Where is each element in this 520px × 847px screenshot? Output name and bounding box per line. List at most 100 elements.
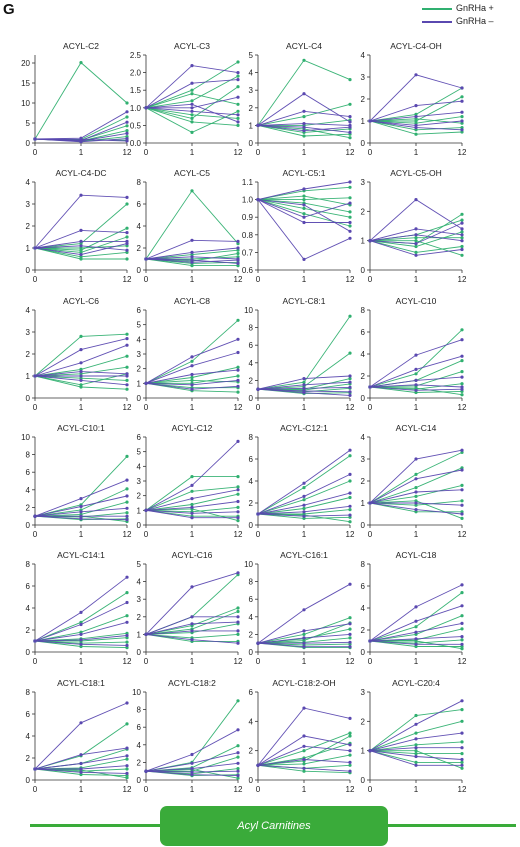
data-point — [348, 215, 352, 219]
data-point — [79, 367, 83, 371]
data-point — [460, 499, 464, 503]
y-tick-label: 3 — [361, 178, 366, 187]
data-point — [190, 770, 194, 774]
data-point — [125, 575, 129, 579]
data-point — [79, 193, 83, 197]
data-point — [460, 119, 464, 123]
data-point — [460, 218, 464, 222]
data-point — [460, 647, 464, 651]
y-tick-label: 0.7 — [242, 248, 254, 257]
y-tick-label: 0 — [26, 521, 31, 530]
x-tick-label: 0 — [144, 785, 149, 794]
y-tick-label: 0 — [249, 139, 254, 148]
data-point — [79, 239, 83, 243]
data-point — [236, 246, 240, 250]
x-tick-label: 12 — [458, 275, 467, 284]
data-point — [302, 134, 306, 138]
data-point — [125, 487, 129, 491]
data-point — [144, 508, 148, 512]
x-tick-label: 1 — [414, 148, 419, 157]
y-tick-label: 20 — [21, 59, 30, 68]
x-tick-label: 12 — [234, 275, 243, 284]
data-point — [79, 255, 83, 259]
data-point — [414, 253, 418, 257]
data-point — [125, 120, 129, 124]
data-point — [348, 377, 352, 381]
data-point — [190, 92, 194, 96]
y-tick-label: 2 — [26, 503, 31, 512]
data-point — [190, 383, 194, 387]
data-point — [414, 508, 418, 512]
data-point — [460, 503, 464, 507]
data-point — [348, 210, 352, 214]
data-point — [460, 328, 464, 332]
x-tick-label: 12 — [234, 657, 243, 666]
data-point — [460, 230, 464, 234]
data-point — [125, 250, 129, 254]
x-tick-label: 1 — [302, 275, 307, 284]
chart-12: ACYL-C10:1 0 2 4 6 8 10 0 1 12 — [21, 423, 132, 539]
data-point — [302, 639, 306, 643]
x-tick-label: 12 — [234, 148, 243, 157]
data-point — [348, 229, 352, 233]
data-point — [190, 516, 194, 520]
y-tick-label: 4 — [361, 51, 366, 60]
data-point — [79, 140, 83, 144]
chart-title: ACYL-C12 — [172, 423, 213, 433]
x-tick-label: 12 — [234, 403, 243, 412]
x-tick-label: 1 — [302, 530, 307, 539]
data-point — [144, 632, 148, 637]
y-tick-label: 1 — [137, 506, 142, 515]
data-point — [125, 139, 129, 143]
data-point — [348, 236, 352, 240]
legend-label-gnrha-plus: GnRHa + — [456, 3, 494, 13]
x-tick-label: 1 — [190, 530, 195, 539]
x-tick-label: 0 — [256, 148, 261, 157]
data-point — [190, 130, 194, 134]
y-tick-label: 0 — [361, 776, 366, 785]
x-tick-label: 12 — [458, 403, 467, 412]
data-point — [414, 752, 418, 756]
data-point — [190, 629, 194, 633]
y-tick-label: 1 — [249, 121, 254, 130]
data-point — [236, 239, 240, 243]
chart-title: ACYL-C18:1 — [57, 678, 105, 688]
data-point — [460, 99, 464, 103]
y-tick-label: 0.8 — [242, 231, 254, 240]
y-tick-label: 2 — [137, 365, 142, 374]
data-point — [460, 604, 464, 608]
data-point — [125, 101, 129, 105]
data-point — [125, 514, 129, 518]
data-point — [460, 699, 464, 703]
data-point — [190, 253, 194, 257]
data-point — [302, 498, 306, 502]
y-tick-label: 1 — [361, 499, 366, 508]
y-tick-label: 3 — [249, 86, 254, 95]
data-point — [125, 365, 129, 369]
data-point — [79, 248, 83, 252]
data-point — [79, 497, 83, 501]
y-tick-label: 8 — [26, 688, 31, 697]
data-point — [190, 81, 194, 85]
data-point — [348, 749, 352, 753]
data-point — [125, 646, 129, 650]
data-point — [125, 478, 129, 482]
data-point — [460, 370, 464, 374]
data-point — [460, 752, 464, 756]
y-tick-label: 0 — [137, 648, 142, 657]
y-tick-label: 10 — [21, 99, 30, 108]
data-point — [302, 749, 306, 753]
x-tick-label: 0 — [368, 530, 373, 539]
data-point — [348, 743, 352, 747]
data-point — [460, 375, 464, 379]
data-point — [236, 318, 240, 322]
data-point — [144, 257, 148, 261]
data-point — [414, 233, 418, 237]
data-point — [368, 239, 372, 243]
data-point — [125, 387, 129, 391]
data-point — [348, 504, 352, 508]
y-tick-label: 6 — [137, 306, 142, 315]
data-point — [33, 514, 37, 518]
data-point — [348, 731, 352, 735]
